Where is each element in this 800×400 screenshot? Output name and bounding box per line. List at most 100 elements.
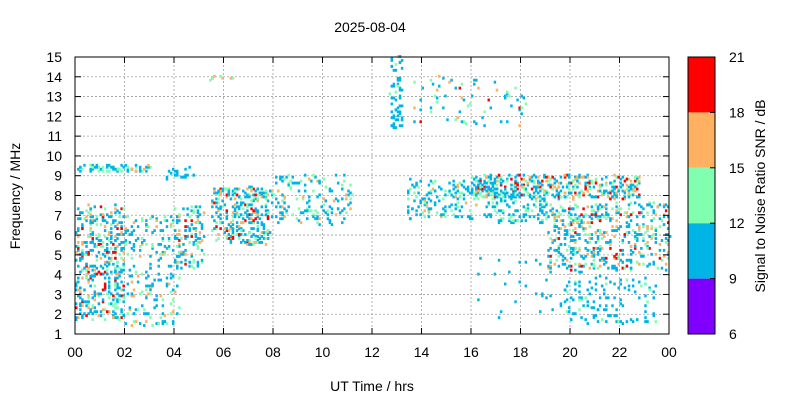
data-cell — [95, 223, 99, 227]
data-cell — [633, 175, 637, 179]
data-cell — [77, 280, 80, 284]
data-cell — [303, 183, 307, 187]
x-tick-label: 18 — [513, 344, 529, 360]
data-cell — [574, 280, 577, 284]
data-cell — [145, 169, 148, 173]
data-cell — [188, 241, 191, 244]
data-cell — [526, 181, 530, 185]
data-cell — [396, 106, 400, 110]
data-cell — [202, 235, 206, 238]
data-cell — [582, 193, 585, 197]
data-cell — [390, 58, 394, 62]
data-cell — [169, 312, 173, 316]
data-cell — [578, 284, 581, 288]
data-cell — [252, 187, 255, 191]
data-cell — [615, 266, 618, 270]
data-cell — [654, 213, 658, 217]
data-cell — [429, 110, 433, 114]
data-cell — [153, 278, 156, 282]
data-cell — [180, 175, 183, 179]
data-cell — [429, 191, 433, 195]
data-cell — [178, 233, 181, 236]
data-cell — [188, 165, 191, 169]
data-cell — [623, 286, 627, 290]
data-cell — [617, 262, 620, 266]
data-cell — [101, 272, 105, 276]
data-cell — [122, 288, 125, 292]
data-cell — [141, 304, 144, 308]
data-cell — [413, 199, 416, 203]
data-cell — [504, 193, 507, 197]
data-cell — [572, 207, 575, 211]
data-cell — [394, 108, 398, 112]
data-cell — [539, 199, 542, 203]
data-cell — [429, 207, 433, 211]
data-cell — [297, 219, 301, 223]
data-cell — [644, 276, 647, 280]
data-cell — [141, 272, 144, 276]
data-cell — [431, 187, 435, 191]
data-cell — [572, 197, 575, 201]
data-cell — [132, 320, 136, 324]
data-cell — [103, 284, 107, 288]
data-cell — [237, 233, 241, 236]
data-cell — [481, 189, 484, 193]
data-cell — [547, 254, 550, 258]
data-cell — [264, 237, 268, 240]
data-cell — [83, 266, 86, 270]
data-cell — [452, 213, 455, 217]
data-cell — [77, 227, 80, 231]
data-cell — [629, 268, 633, 272]
data-cell — [112, 304, 115, 308]
data-cell — [576, 179, 579, 183]
data-cell — [483, 181, 486, 185]
data-cell — [174, 258, 177, 262]
data-cell — [584, 239, 587, 242]
data-cell — [627, 215, 631, 219]
data-cell — [318, 193, 321, 197]
data-cell — [524, 189, 528, 193]
data-cell — [499, 175, 503, 179]
data-cell — [155, 294, 158, 298]
data-cell — [190, 223, 193, 227]
data-cell — [605, 241, 608, 244]
data-cell — [506, 191, 509, 195]
data-cell — [516, 181, 519, 185]
data-cell — [473, 78, 476, 82]
data-cell — [423, 209, 427, 213]
data-cell — [95, 219, 99, 223]
data-cell — [512, 201, 515, 205]
data-cell — [330, 189, 334, 193]
data-cell — [578, 290, 581, 294]
data-cell — [633, 237, 637, 240]
data-cell — [85, 262, 88, 266]
data-cell — [588, 215, 592, 219]
data-cell — [246, 213, 249, 217]
data-cell — [541, 203, 544, 207]
data-cell — [147, 163, 150, 167]
data-cell — [240, 233, 243, 236]
data-cell — [588, 280, 592, 284]
data-cell — [114, 268, 117, 272]
data-cell — [433, 189, 437, 193]
data-cell — [314, 209, 317, 213]
data-cell — [512, 187, 515, 191]
data-cell — [596, 205, 600, 209]
data-cell — [438, 199, 441, 203]
data-cell — [256, 215, 259, 219]
data-cell — [176, 266, 179, 270]
data-cell — [578, 264, 581, 268]
data-cell — [444, 189, 447, 193]
data-cell — [493, 177, 497, 181]
data-cell — [314, 217, 317, 221]
data-cell — [660, 266, 664, 270]
data-cell — [83, 241, 86, 244]
data-cell — [91, 241, 94, 244]
colorbar-bin — [688, 167, 715, 224]
data-cell — [118, 211, 121, 215]
data-cell — [611, 189, 614, 193]
data-cell — [611, 225, 614, 229]
data-cell — [588, 266, 592, 270]
data-cell — [627, 191, 631, 195]
data-cell — [91, 306, 94, 310]
